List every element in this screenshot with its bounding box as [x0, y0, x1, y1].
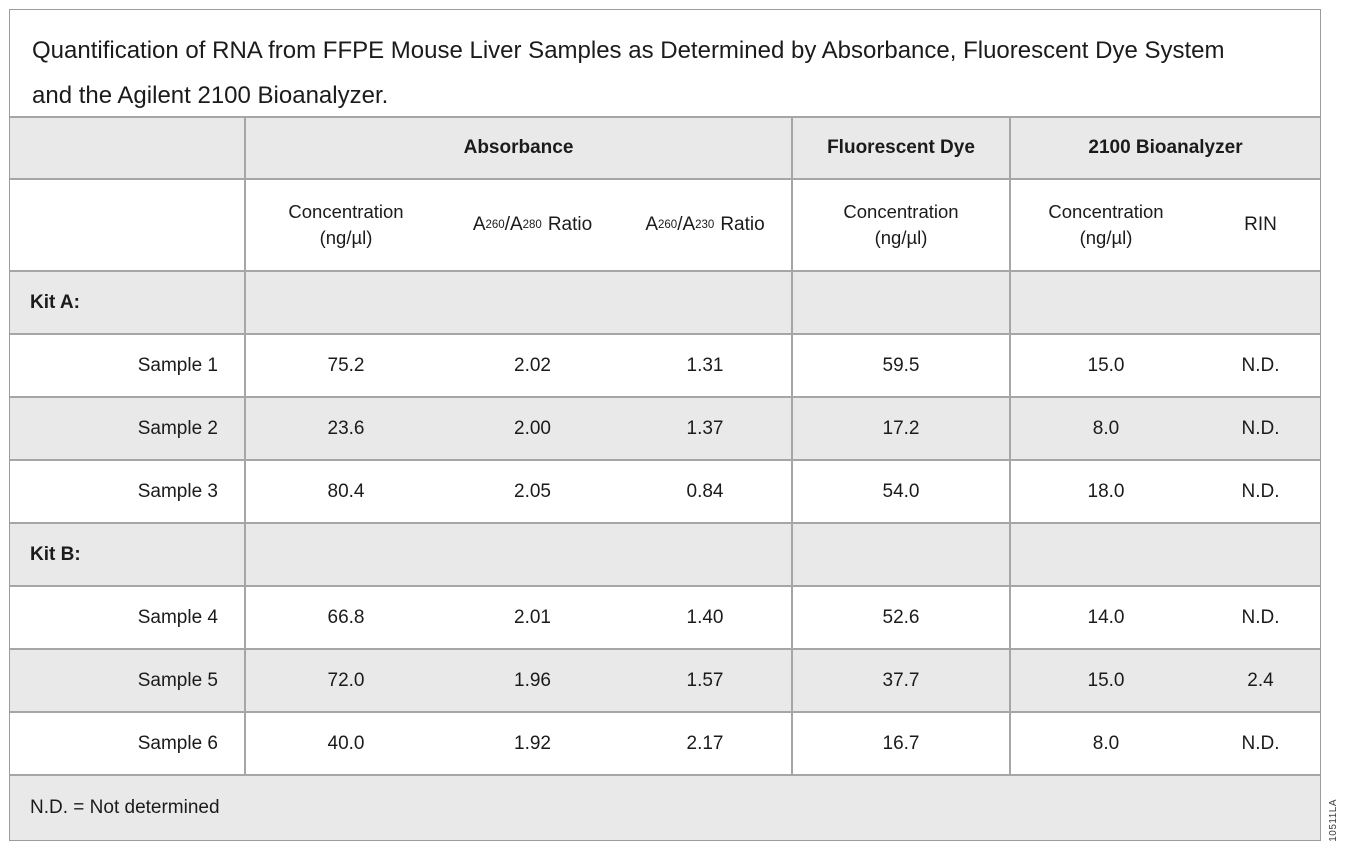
table-footnote-row: N.D. = Not determined: [10, 776, 1320, 840]
cell-a260-a280: 1.96: [514, 669, 551, 691]
table-group-header-row: Absorbance Fluorescent Dye 2100 Bioanaly…: [10, 118, 1320, 180]
empty-cell: [793, 524, 1011, 585]
column-header-a260-a230-ratio: A 260/A 230 Ratio: [619, 180, 793, 270]
ratio-base: A: [645, 214, 658, 235]
cell-abs-concentration: 66.8: [327, 606, 365, 628]
table-subheader-row: Concentration (ng/µl) A 260/A 280 Ratio A 26…: [10, 180, 1320, 272]
cell-bio-concentration: 8.0: [1092, 417, 1120, 439]
column-header-absorbance-concentration: Concentration (ng/µl): [246, 180, 446, 270]
cell-bio-concentration: 15.0: [1087, 354, 1125, 376]
ratio-word: Ratio: [547, 214, 593, 235]
cell-fluor-concentration: 54.0: [793, 461, 1011, 522]
figure-code-watermark: 10511LA: [1328, 799, 1339, 842]
sample-label: Sample 4: [10, 587, 246, 648]
sample-label: Sample 1: [10, 335, 246, 396]
cell-fluor-concentration: 37.7: [793, 650, 1011, 711]
table-row-sample-2: Sample 2 23.6 2.00 1.37 17.2 8.0 N.D.: [10, 398, 1320, 461]
figure-title: Quantification of RNA from FFPE Mouse Li…: [10, 10, 1320, 118]
sample-label: Sample 2: [10, 398, 246, 459]
cell-a260-a230: 1.37: [619, 398, 793, 459]
column-group-fluorescent-dye: Fluorescent Dye: [793, 118, 1011, 178]
cell-rin: N.D.: [1241, 606, 1280, 628]
empty-cell: [1011, 524, 1320, 585]
concentration-units: (ng/µl): [874, 227, 928, 248]
column-header-fluorescent-concentration: Concentration (ng/µl): [793, 180, 1011, 270]
ratio-base: A: [472, 214, 486, 235]
cell-fluor-concentration: 59.5: [793, 335, 1011, 396]
empty-cell: [246, 524, 793, 585]
concentration-units: (ng/µl): [319, 227, 373, 248]
empty-cell: [246, 272, 793, 333]
cell-abs-concentration: 80.4: [327, 480, 365, 502]
table-row-kit-b: Kit B:: [10, 524, 1320, 587]
cell-rin: N.D.: [1241, 354, 1280, 376]
footnote: N.D. = Not determined: [30, 797, 220, 818]
corner-cell: [10, 118, 246, 178]
kit-section-label: Kit B:: [10, 524, 246, 585]
cell-rin: N.D.: [1241, 480, 1280, 502]
cell-rin: 2.4: [1247, 669, 1274, 691]
ratio-word: Ratio: [720, 214, 765, 235]
empty-cell: [1011, 272, 1320, 333]
cell-rin: N.D.: [1241, 732, 1280, 754]
cell-a260-a280: 2.02: [514, 354, 551, 376]
cell-a260-a230: 0.84: [619, 461, 793, 522]
column-group-absorbance: Absorbance: [246, 118, 793, 178]
cell-fluor-concentration: 16.7: [793, 713, 1011, 774]
cell-a260-a280: 2.01: [514, 606, 551, 628]
cell-a260-a280: 2.00: [514, 417, 551, 439]
ratio-base: /A: [504, 214, 523, 235]
cell-abs-concentration: 40.0: [327, 732, 365, 754]
cell-bio-concentration: 18.0: [1087, 480, 1125, 502]
cell-bio-concentration: 15.0: [1087, 669, 1125, 691]
concentration-label: Concentration: [288, 201, 404, 222]
table-row-sample-5: Sample 5 72.0 1.96 1.57 37.7 15.0 2.4: [10, 650, 1320, 713]
empty-cell: [793, 272, 1011, 333]
cell-rin: N.D.: [1241, 417, 1280, 439]
column-header-a260-a280-ratio: A 260/A 280 Ratio: [472, 214, 593, 235]
concentration-label: Concentration: [843, 201, 959, 222]
cell-fluor-concentration: 52.6: [793, 587, 1011, 648]
table-row-sample-1: Sample 1 75.2 2.02 1.31 59.5 15.0 N.D.: [10, 335, 1320, 398]
cell-a260-a230: 1.40: [619, 587, 793, 648]
cell-a260-a230: 1.57: [619, 650, 793, 711]
column-header-rin: RIN: [1244, 214, 1277, 235]
cell-abs-concentration: 75.2: [327, 354, 365, 376]
ratio-base: /A: [677, 214, 696, 235]
cell-a260-a230: 2.17: [619, 713, 793, 774]
sample-label: Sample 6: [10, 713, 246, 774]
cell-a260-a230: 1.31: [619, 335, 793, 396]
cell-fluor-concentration: 17.2: [793, 398, 1011, 459]
cell-a260-a280: 2.05: [514, 480, 551, 502]
column-header-bioanalyzer-concentration: Concentration (ng/µl): [1011, 180, 1201, 270]
sample-label: Sample 5: [10, 650, 246, 711]
empty-header-cell: [10, 180, 246, 270]
table-row-sample-6: Sample 6 40.0 1.92 2.17 16.7 8.0 N.D.: [10, 713, 1320, 776]
cell-bio-concentration: 8.0: [1092, 732, 1120, 754]
table-row-sample-4: Sample 4 66.8 2.01 1.40 52.6 14.0 N.D.: [10, 587, 1320, 650]
table-row-sample-3: Sample 3 80.4 2.05 0.84 54.0 18.0 N.D.: [10, 461, 1320, 524]
table-row-kit-a: Kit A:: [10, 272, 1320, 335]
cell-abs-concentration: 72.0: [327, 669, 365, 691]
cell-bio-concentration: 14.0: [1087, 606, 1125, 628]
table-figure: Quantification of RNA from FFPE Mouse Li…: [9, 9, 1321, 841]
cell-a260-a280: 1.92: [514, 732, 551, 754]
concentration-label: Concentration: [1048, 201, 1164, 222]
sample-label: Sample 3: [10, 461, 246, 522]
kit-section-label: Kit A:: [10, 272, 246, 333]
concentration-units: (ng/µl): [1079, 227, 1133, 248]
cell-abs-concentration: 23.6: [327, 417, 365, 439]
column-group-2100-bioanalyzer: 2100 Bioanalyzer: [1088, 137, 1243, 158]
